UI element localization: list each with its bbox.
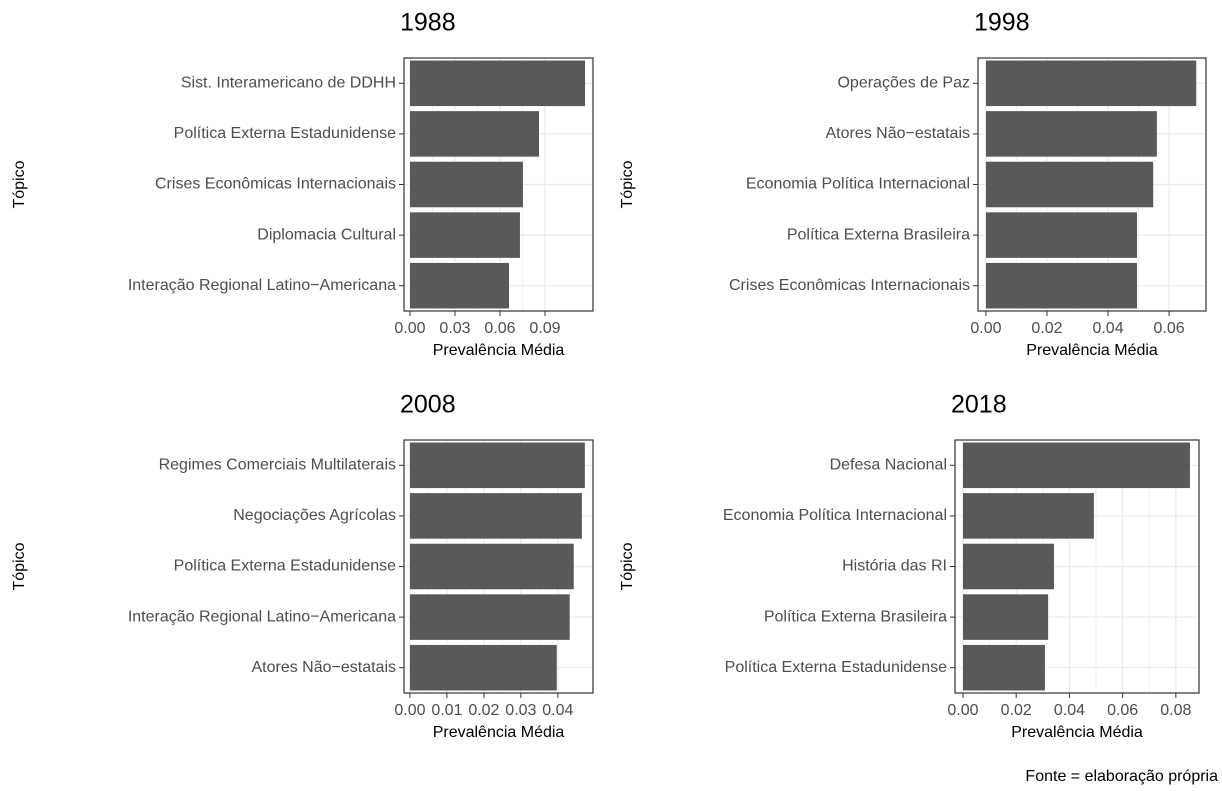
x-tick-label: 0.09 (529, 320, 560, 337)
x-axis-title: Prevalência Média (433, 342, 565, 359)
y-tick-label: História das RI (842, 558, 947, 575)
chart-title: 2008 (400, 391, 456, 419)
x-tick-label: 0.04 (1054, 702, 1085, 719)
x-tick-label: 0.08 (1160, 702, 1191, 719)
y-tick-label: Política Externa Estadunidense (725, 659, 947, 676)
bar (410, 262, 509, 309)
x-tick-label: 0.03 (505, 702, 536, 719)
y-axis-title: Tópico (619, 542, 636, 590)
x-tick-label: 0.00 (394, 702, 425, 719)
caption: Fonte = elaboração própria (1025, 768, 1218, 785)
bar (409, 543, 574, 590)
panel-border (954, 439, 1200, 694)
panel-border (403, 439, 594, 694)
y-tick-label: Operações de Paz (837, 75, 970, 92)
x-axis-title: Prevalência Média (433, 724, 565, 741)
y-tick-label: Interação Regional Latino−Americana (128, 277, 396, 294)
x-tick-label: 0.02 (1031, 320, 1062, 337)
bar (410, 111, 539, 157)
y-tick-label: Interação Regional Latino−Americana (128, 608, 396, 625)
y-tick-label: Política Externa Brasileira (787, 226, 970, 243)
bar (409, 594, 570, 640)
x-tick-label: 0.00 (394, 320, 425, 337)
bar (962, 644, 1045, 691)
y-tick-label: Atores Não−estatais (251, 659, 396, 676)
x-tick-label: 0.04 (1092, 320, 1123, 337)
y-tick-label: Crises Econômicas Internacionais (729, 277, 970, 294)
bar (962, 442, 1190, 489)
y-tick-label: Atores Não−estatais (825, 125, 970, 142)
x-axis-title: Prevalência Média (1026, 342, 1158, 359)
x-tick-label: 0.06 (484, 320, 515, 337)
bar (409, 644, 557, 691)
x-tick-label: 0.03 (439, 320, 470, 337)
bar (985, 161, 1154, 208)
bar (962, 594, 1049, 640)
y-tick-label: Política Externa Estadunidense (174, 558, 396, 575)
bar (962, 493, 1094, 539)
y-axis-title: Tópico (11, 160, 28, 208)
y-tick-label: Economia Política Internacional (746, 176, 970, 193)
chart-title: 1988 (400, 9, 456, 37)
x-tick-label: 0.01 (431, 702, 462, 719)
bar (410, 212, 520, 258)
y-axis-title: Tópico (11, 542, 28, 590)
y-tick-label: Defesa Nacional (830, 457, 947, 474)
x-tick-label: 0.02 (468, 702, 499, 719)
y-tick-label: Política Externa Brasileira (764, 608, 947, 625)
bar (985, 111, 1157, 157)
bar (409, 493, 582, 539)
y-tick-label: Economia Política Internacional (723, 507, 947, 524)
x-tick-label: 0.00 (970, 320, 1001, 337)
panel-border (977, 57, 1207, 312)
bar (409, 442, 585, 489)
y-tick-label: Crises Econômicas Internacionais (155, 176, 396, 193)
bar (410, 161, 523, 208)
y-tick-label: Sist. Interamericano de DDHH (181, 75, 396, 92)
bar (410, 60, 586, 107)
bar (985, 212, 1138, 258)
y-tick-label: Política Externa Estadunidense (174, 125, 396, 142)
chart-title: 2018 (951, 391, 1007, 419)
bar (962, 543, 1054, 590)
x-tick-label: 0.02 (1001, 702, 1032, 719)
x-axis-title: Prevalência Média (1011, 724, 1143, 741)
y-axis-title: Tópico (619, 160, 636, 208)
panel-border (403, 57, 594, 312)
x-tick-label: 0.00 (947, 702, 978, 719)
y-tick-label: Diplomacia Cultural (257, 226, 396, 243)
x-tick-label: 0.06 (1153, 320, 1184, 337)
y-tick-label: Negociações Agrícolas (233, 507, 396, 524)
bar (985, 60, 1197, 107)
y-tick-label: Regimes Comerciais Multilaterais (159, 457, 396, 474)
x-tick-label: 0.06 (1107, 702, 1138, 719)
chart-title: 1998 (974, 9, 1030, 37)
x-tick-label: 0.04 (542, 702, 573, 719)
bar (985, 262, 1138, 309)
